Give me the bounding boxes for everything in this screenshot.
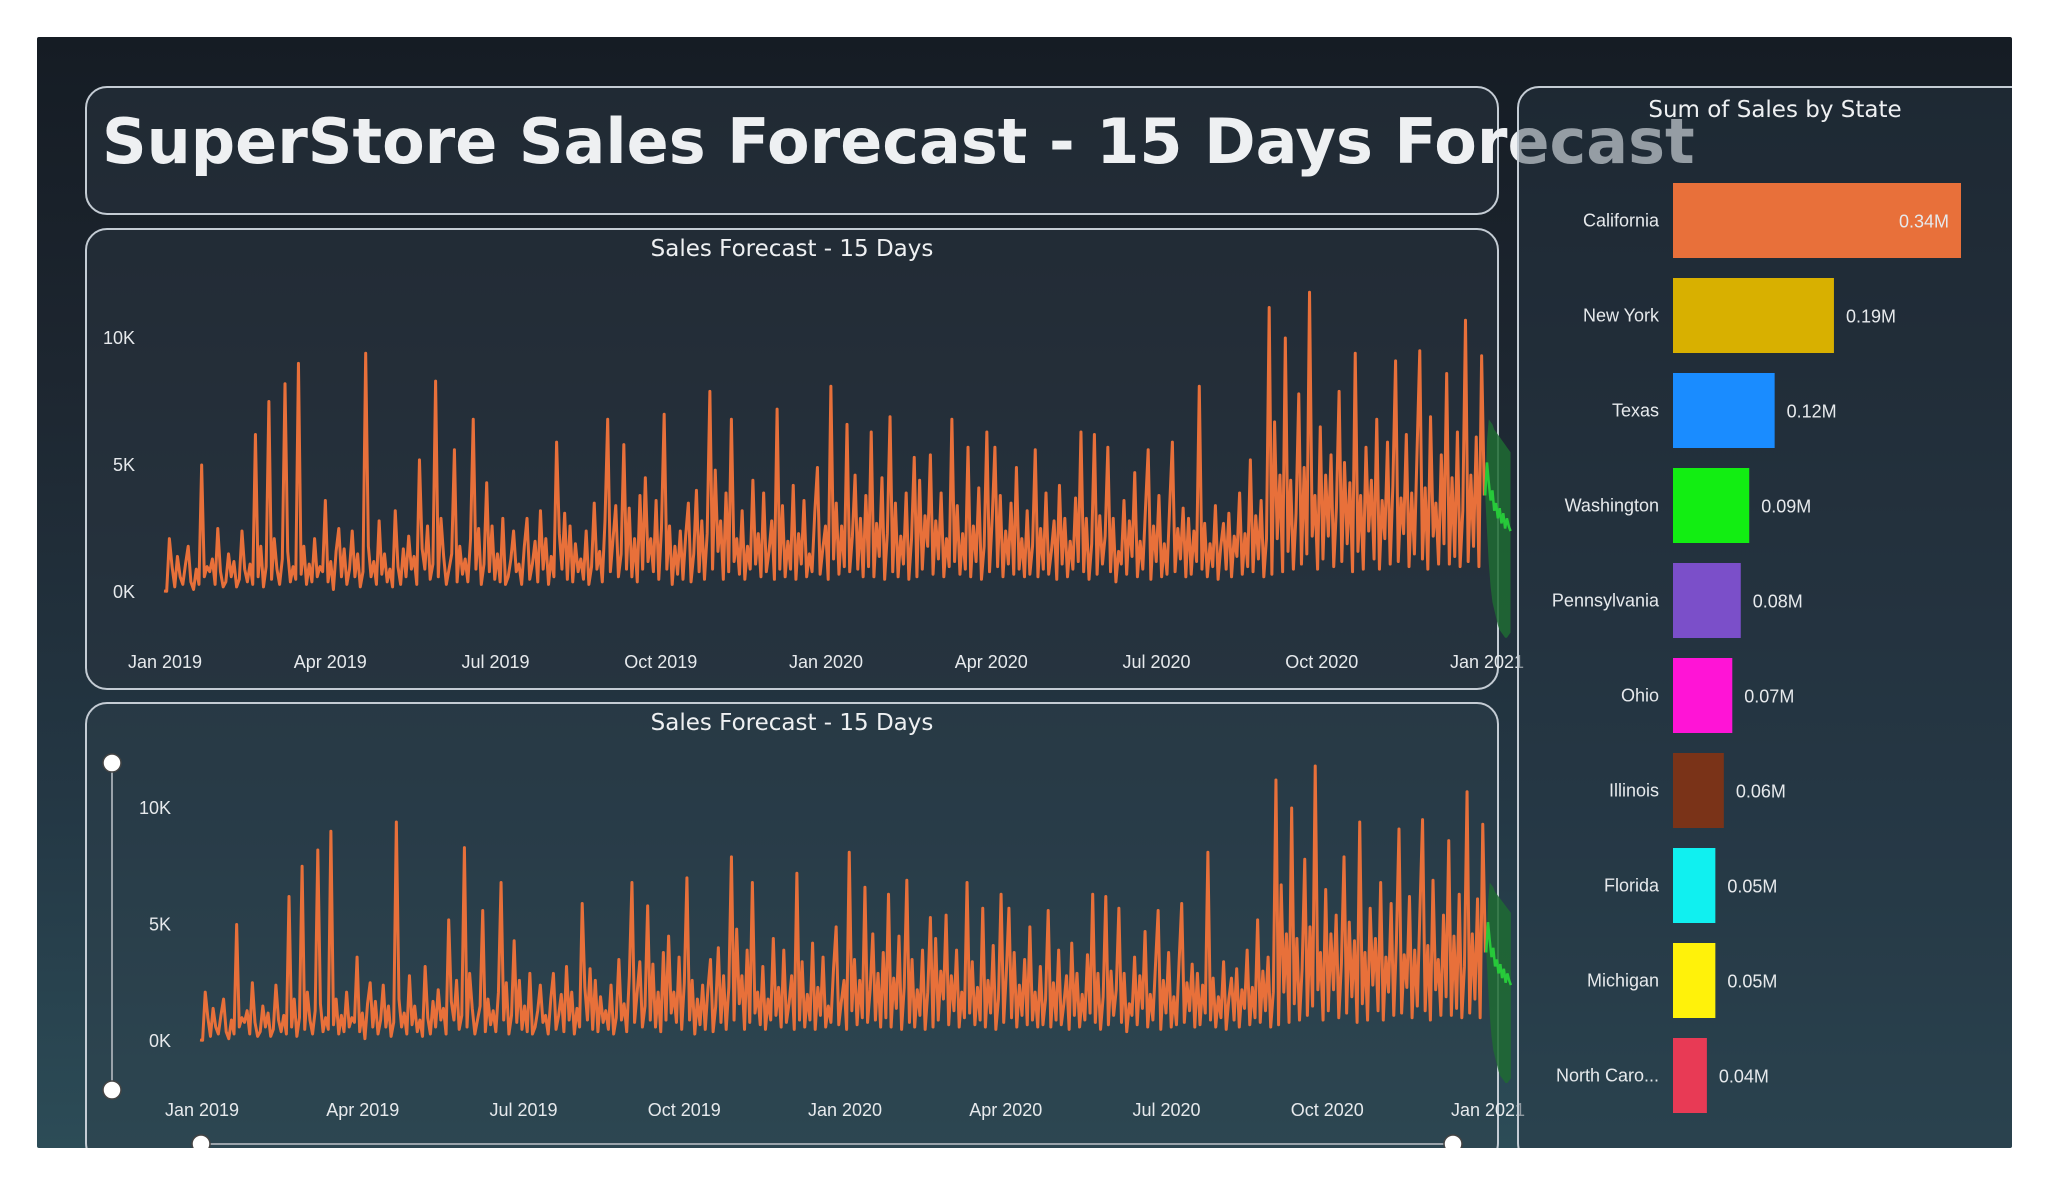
state-bar[interactable] (1673, 1038, 1707, 1113)
y-tick-label: 5K (113, 455, 135, 475)
state-bar[interactable] (1673, 848, 1716, 923)
y-tick-label: 10K (139, 798, 171, 818)
forecast-chart-bottom[interactable]: Sales Forecast - 15 Days 0K 5K 10K Jan 2019… (85, 702, 1525, 1148)
state-label: Ohio (1621, 686, 1659, 706)
dashboard-title: SuperStore Sales Forecast - 15 Days Fore… (102, 105, 1695, 178)
bar-value-label: 0.34M (1899, 212, 1949, 232)
state-label: New York (1583, 306, 1660, 326)
chart-title: Sales Forecast - 15 Days (650, 236, 934, 262)
state-bar[interactable] (1673, 943, 1716, 1018)
state-label: Pennsylvania (1552, 591, 1660, 611)
x-tick-label: Jan 2020 (789, 652, 863, 672)
y-tick-label: 0K (113, 582, 135, 602)
y-tick-label: 10K (103, 328, 135, 348)
y-slider-handle-top[interactable] (102, 753, 122, 773)
y-slider-handle-bottom[interactable] (102, 1080, 122, 1100)
bar-value-label: 0.08M (1753, 592, 1803, 612)
bar-value-label: 0.04M (1719, 1067, 1769, 1087)
x-tick-label: Oct 2020 (1285, 652, 1358, 672)
bar-value-label: 0.06M (1736, 782, 1786, 802)
forecast-line-chart-bottom: 0K 5K 10K Jan 2019 Apr 2019 Jul 2019 Oct 2019 J… (102, 753, 1525, 1148)
state-label: Florida (1604, 876, 1660, 896)
x-tick-label: Jul 2019 (489, 1100, 557, 1120)
bar-value-label: 0.05M (1727, 877, 1777, 897)
forecast-line (1483, 462, 1512, 532)
x-tick-label: Apr 2020 (955, 652, 1028, 672)
state-label: Michigan (1587, 971, 1659, 991)
x-tick-label: Jan 2019 (128, 652, 202, 672)
forecast-line (1484, 922, 1513, 986)
title-card: SuperStore Sales Forecast - 15 Days Fore… (85, 86, 1695, 215)
x-tick-label: Jul 2020 (1122, 652, 1190, 672)
dashboard-canvas: SuperStore Sales Forecast - 15 Days Fore… (37, 37, 2012, 1148)
x-tick-label: Jul 2020 (1132, 1100, 1200, 1120)
forecast-confidence-band (1486, 882, 1511, 1083)
sales-by-state-chart[interactable]: Sum of Sales by State California 0.34M New… (1517, 86, 2012, 1148)
x-tick-label: Jul 2019 (461, 652, 529, 672)
x-tick-label: Jan 2020 (808, 1100, 882, 1120)
actual-sales-line (163, 290, 1486, 593)
state-bar[interactable] (1673, 563, 1741, 638)
x-slider-handle-start[interactable] (191, 1134, 211, 1148)
bar-value-label: 0.19M (1846, 307, 1896, 327)
chart-title: Sales Forecast - 15 Days (650, 710, 934, 736)
forecast-line-chart-top: 0K 5K 10K Jan 2019 Apr 2019 Jul 2019 Oct 2019 J… (103, 290, 1524, 672)
state-bar[interactable] (1673, 373, 1775, 448)
state-label: Illinois (1609, 781, 1659, 801)
x-tick-label: Oct 2020 (1291, 1100, 1364, 1120)
state-bar[interactable] (1673, 278, 1834, 353)
x-tick-label: Apr 2020 (969, 1100, 1042, 1120)
state-label: California (1583, 211, 1660, 231)
forecast-confidence-band (1485, 419, 1511, 638)
chart-title: Sum of Sales by State (1648, 97, 1902, 123)
bar-value-label: 0.05M (1727, 972, 1777, 992)
x-tick-label: Oct 2019 (648, 1100, 721, 1120)
state-label: Washington (1565, 496, 1659, 516)
bar-value-label: 0.12M (1787, 402, 1837, 422)
state-bar[interactable] (1673, 658, 1733, 733)
x-tick-label: Apr 2019 (326, 1100, 399, 1120)
y-tick-label: 5K (149, 915, 171, 935)
bar-value-label: 0.09M (1761, 497, 1811, 517)
bar-value-label: 0.07M (1744, 687, 1794, 707)
state-bar[interactable] (1673, 753, 1724, 828)
x-tick-label: Apr 2019 (294, 652, 367, 672)
x-slider-handle-end[interactable] (1443, 1134, 1463, 1148)
x-tick-label: Jan 2019 (165, 1100, 239, 1120)
state-bar[interactable] (1673, 468, 1750, 543)
y-tick-label: 0K (149, 1031, 171, 1051)
x-tick-label: Oct 2019 (624, 652, 697, 672)
state-label: North Caro... (1556, 1066, 1659, 1086)
state-bar-chart: California 0.34M New York 0.19M Texas 0.12M Wa… (1552, 183, 1961, 1113)
x-tick-label: Jan 2021 (1450, 652, 1524, 672)
forecast-chart-top[interactable]: Sales Forecast - 15 Days 0K 5K 10K Jan 2019… (85, 228, 1524, 690)
state-label: Texas (1612, 401, 1659, 421)
actual-sales-line (199, 764, 1487, 1042)
state-bar[interactable] (1673, 183, 1961, 258)
x-tick-label: Jan 2021 (1451, 1100, 1525, 1120)
